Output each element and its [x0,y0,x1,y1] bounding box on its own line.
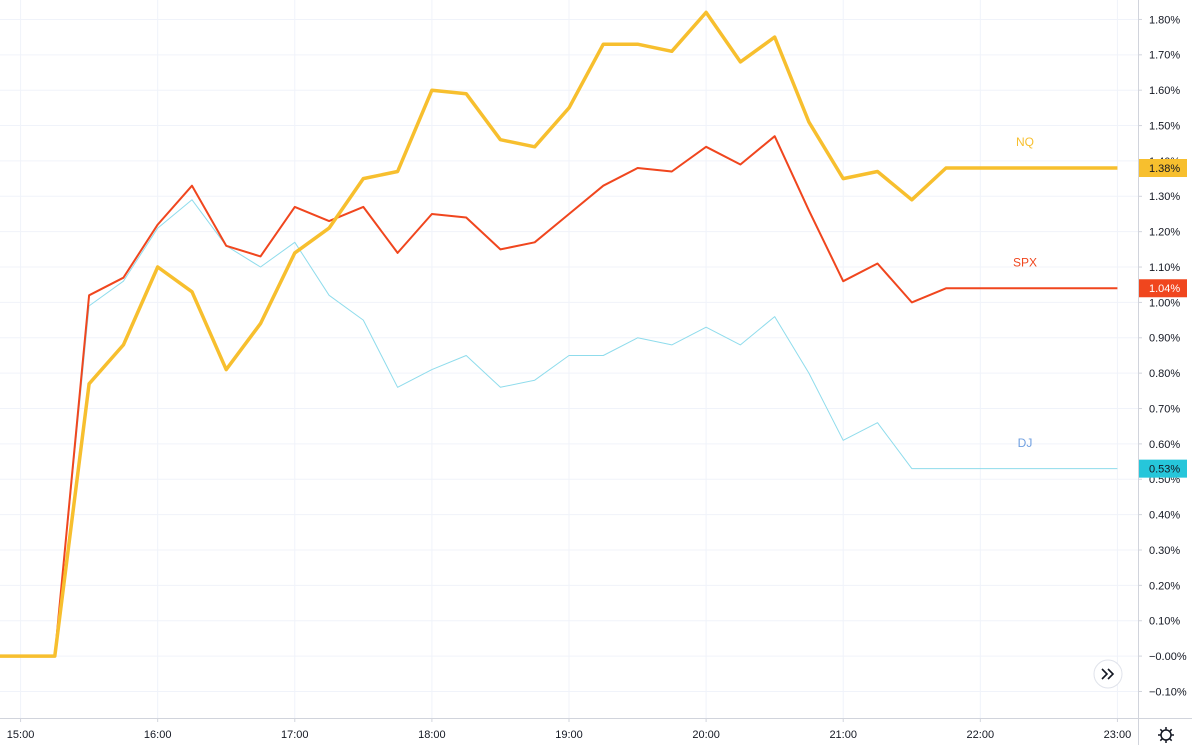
plot-area [0,10,1118,658]
last-value-label: 0.53% [1149,464,1180,476]
series-line [0,135,1118,658]
y-tick-label: 1.10% [1149,262,1180,274]
y-tick-label: 0.90% [1149,333,1180,345]
x-tick-label: 20:00 [692,729,720,741]
y-tick-label: 0.10% [1149,616,1180,628]
last-value-label: 1.04% [1149,283,1180,295]
last-value-badge [1139,159,1187,178]
x-tick-label: 17:00 [281,729,309,741]
y-tick-label: −0.00% [1149,651,1187,663]
settings-button[interactable] [1158,727,1174,743]
labels: −0.10%−0.00%0.10%0.20%0.30%0.40%0.50%0.6… [7,14,1187,741]
x-tick-label: 19:00 [555,729,583,741]
x-tick-label: 21:00 [829,729,857,741]
y-tick-label: 1.30% [1149,191,1180,203]
scroll-button[interactable] [1093,659,1123,689]
y-tick-label: 0.30% [1149,545,1180,557]
series-line [0,10,1118,658]
y-tick-label: 1.60% [1149,85,1180,97]
y-tick-label: 0.40% [1149,510,1180,522]
y-tick-label: 1.80% [1149,14,1180,26]
series-name: NQ [1016,135,1034,149]
gear-teeth [1158,727,1174,743]
last-value-badge [1139,459,1187,478]
y-tick-label: 1.50% [1149,120,1180,132]
x-tick-label: 22:00 [967,729,995,741]
y-tick-label: 0.60% [1149,439,1180,451]
x-tick-label: 18:00 [418,729,446,741]
gear-icon[interactable] [1160,729,1172,741]
y-tick-label: 1.00% [1149,297,1180,309]
series-name: DJ [1018,436,1033,450]
scroll-icon [1101,668,1115,680]
y-tick-label: 1.70% [1149,50,1180,62]
y-tick-label: 1.20% [1149,227,1180,239]
y-tick-label: 0.80% [1149,368,1180,380]
grid [0,0,1138,718]
x-tick-label: 15:00 [7,729,35,741]
y-tick-label: 0.70% [1149,403,1180,415]
last-value-badge [1139,279,1187,298]
last-value-label: 1.38% [1149,163,1180,175]
y-tick-label: −0.10% [1149,686,1187,698]
x-tick-label: 16:00 [144,729,172,741]
x-tick-label: 23:00 [1104,729,1132,741]
y-tick-label: 0.20% [1149,580,1180,592]
series-line [0,199,1118,657]
series-name: SPX [1013,255,1037,269]
